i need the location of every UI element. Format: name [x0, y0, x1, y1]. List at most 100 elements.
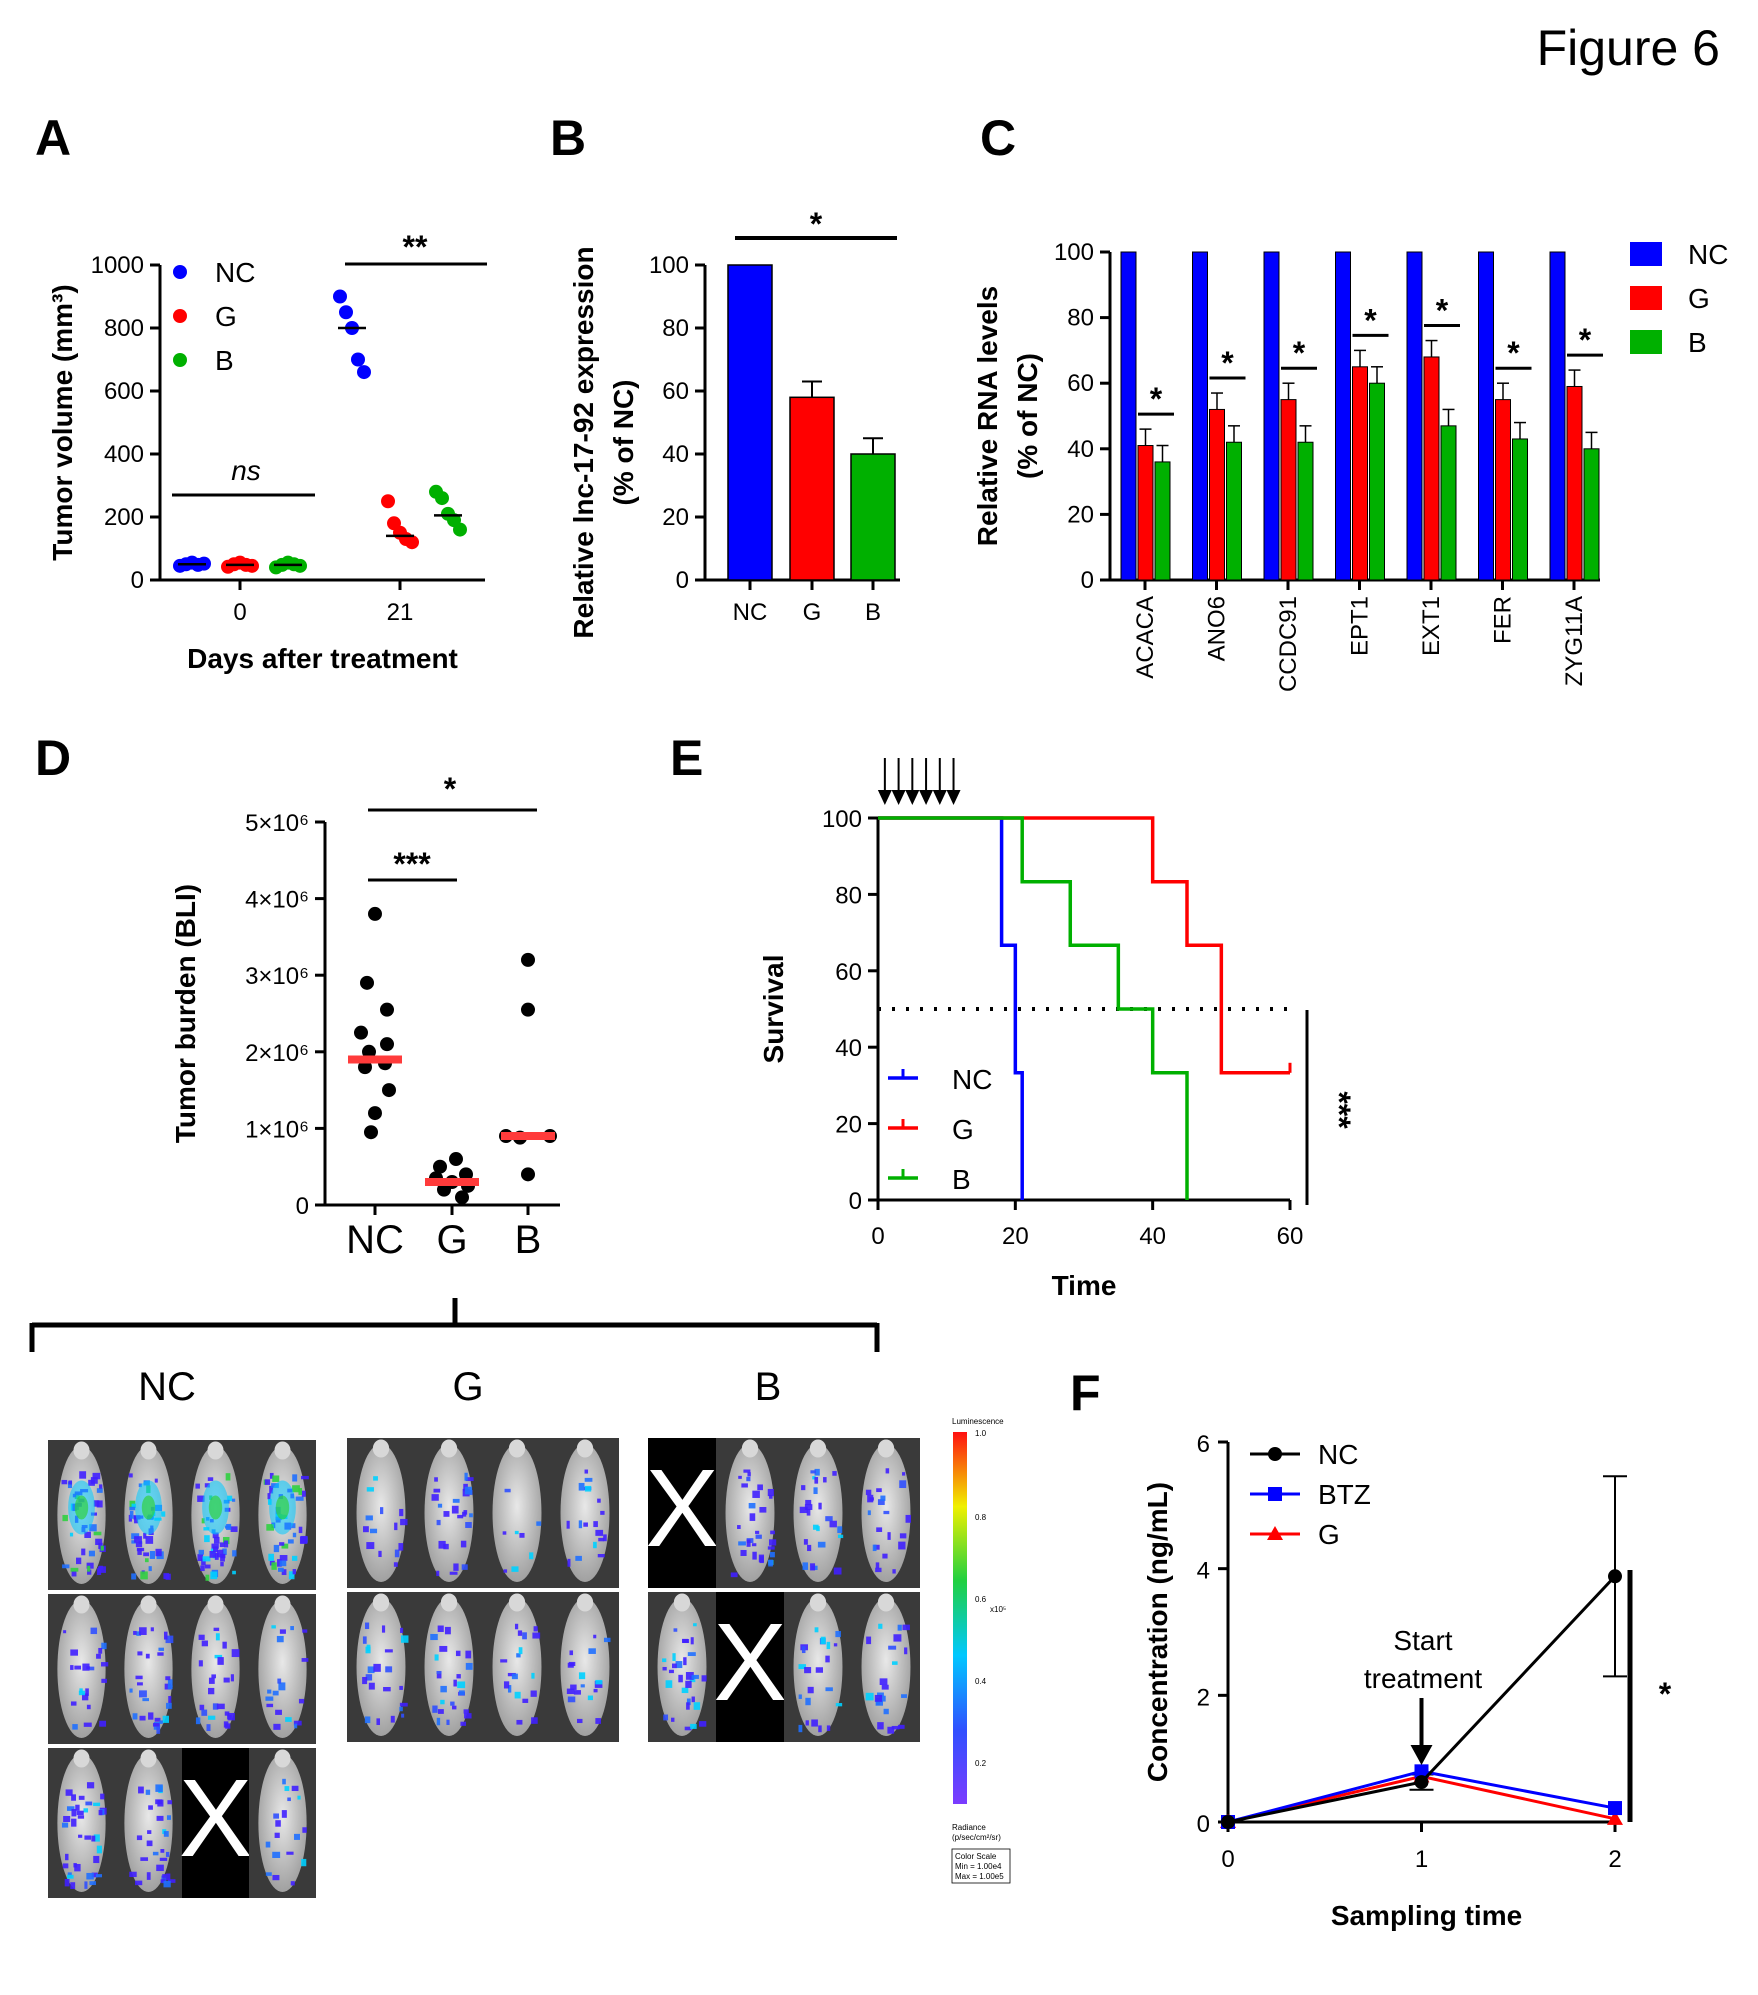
signal-pixel	[675, 1661, 683, 1669]
signal-pixel	[97, 1566, 106, 1573]
figure-label: Figure 6	[1537, 20, 1720, 76]
mouse-body	[191, 1600, 240, 1738]
data-point-b	[521, 952, 535, 967]
signal-pixel	[277, 1678, 282, 1684]
signal-pixel	[701, 1675, 707, 1682]
signal-pixel	[455, 1650, 461, 1657]
y-tick-label: 1×10⁶	[245, 1116, 309, 1143]
legend-marker-nc	[1630, 242, 1662, 266]
signal-pixel	[798, 1664, 806, 1670]
signal-pixel	[832, 1471, 837, 1476]
signal-pixel	[823, 1477, 827, 1483]
x-tick-label: NC	[346, 1218, 404, 1262]
image-cell-background	[648, 1438, 716, 1588]
annotation-start-line1: Start	[1393, 1625, 1452, 1656]
signal-pixel	[93, 1834, 100, 1842]
signal-pixel	[436, 1717, 441, 1726]
signal-pixel	[207, 1715, 216, 1720]
legend-marker-g	[173, 309, 187, 323]
signal-pixel	[163, 1631, 168, 1640]
signal-pixel	[266, 1524, 275, 1531]
signal-pixel	[70, 1882, 76, 1890]
signal-pixel	[460, 1721, 467, 1726]
signal-pixel	[818, 1725, 822, 1733]
y-axis-label: Concentration (ng/mL)	[1142, 1482, 1173, 1782]
signal-pixel	[67, 1481, 73, 1489]
signal-pixel	[798, 1694, 802, 1699]
annotation-sig: *	[1507, 335, 1520, 371]
signal-pixel	[364, 1622, 370, 1630]
signal-pixel	[461, 1564, 468, 1570]
signal-pixel	[95, 1874, 103, 1878]
y-tick-label: 6	[1197, 1431, 1210, 1458]
marker-btz	[1608, 1801, 1622, 1816]
signal-pixel	[272, 1851, 281, 1858]
signal-pixel	[62, 1514, 68, 1522]
signal-pixel	[897, 1724, 905, 1729]
signal-pixel	[600, 1510, 605, 1515]
bar-b	[1226, 441, 1242, 581]
signal-pixel	[593, 1634, 597, 1639]
scale-max: 1.0	[975, 1429, 987, 1438]
signal-pixel	[580, 1684, 585, 1688]
signal-pixel	[865, 1692, 874, 1701]
data-point-g	[381, 494, 395, 509]
signal-pixel	[165, 1676, 171, 1681]
signal-pixel	[873, 1544, 880, 1550]
x-axis-label: Time	[1052, 1270, 1117, 1301]
signal-pixel	[436, 1570, 440, 1577]
signal-pixel	[588, 1648, 596, 1654]
signal-pixel	[770, 1530, 775, 1535]
signal-pixel	[85, 1801, 93, 1806]
signal-pixel	[746, 1539, 751, 1547]
y-tick-label: 40	[662, 441, 689, 468]
signal-pixel	[78, 1834, 83, 1838]
signal-pixel	[82, 1663, 90, 1671]
annotation-sig: *	[1436, 293, 1449, 329]
y-axis-label-line2: (% of NC)	[608, 380, 639, 506]
signal-pixel	[137, 1651, 143, 1656]
signal-pixel	[166, 1702, 172, 1709]
signal-pixel	[457, 1681, 466, 1689]
signal-pixel	[362, 1676, 368, 1685]
y-tick-label: 20	[835, 1112, 862, 1139]
signal-pixel	[434, 1654, 439, 1661]
signal-pixel	[457, 1514, 464, 1519]
signal-pixel	[837, 1534, 844, 1539]
signal-pixel	[373, 1476, 378, 1481]
signal-pixel	[281, 1569, 287, 1576]
signal-pixel	[769, 1552, 775, 1558]
signal-pixel	[143, 1532, 147, 1539]
signal-pixel	[285, 1717, 292, 1722]
signal-pixel	[300, 1535, 308, 1544]
signal-core	[208, 1495, 223, 1520]
signal-pixel	[160, 1879, 166, 1883]
y-tick-label: 0	[1197, 1811, 1210, 1838]
signal-pixel	[81, 1548, 86, 1556]
signal-pixel	[139, 1690, 147, 1698]
signal-pixel	[905, 1514, 912, 1523]
signal-pixel	[168, 1879, 176, 1883]
signal-pixel	[678, 1674, 683, 1683]
signal-pixel	[436, 1670, 442, 1675]
mouse-head	[673, 1593, 691, 1612]
signal-pixel	[278, 1682, 286, 1691]
signal-pixel	[516, 1719, 523, 1725]
signal-pixel	[531, 1717, 538, 1724]
mouse-head	[140, 1595, 157, 1614]
y-tick-label: 80	[835, 882, 862, 909]
signal-pixel	[364, 1716, 371, 1724]
signal-pixel	[155, 1784, 163, 1792]
signal-pixel	[282, 1778, 286, 1785]
image-cell-background	[182, 1748, 249, 1898]
signal-pixel	[78, 1795, 85, 1800]
signal-pixel	[671, 1717, 675, 1722]
signal-pixel	[272, 1475, 280, 1482]
signal-pixel	[453, 1679, 457, 1687]
signal-pixel	[737, 1525, 741, 1529]
signal-pixel	[825, 1655, 830, 1663]
signal-pixel	[401, 1713, 405, 1718]
signal-pixel	[161, 1875, 167, 1884]
signal-pixel	[366, 1487, 374, 1492]
signal-pixel	[161, 1511, 166, 1517]
